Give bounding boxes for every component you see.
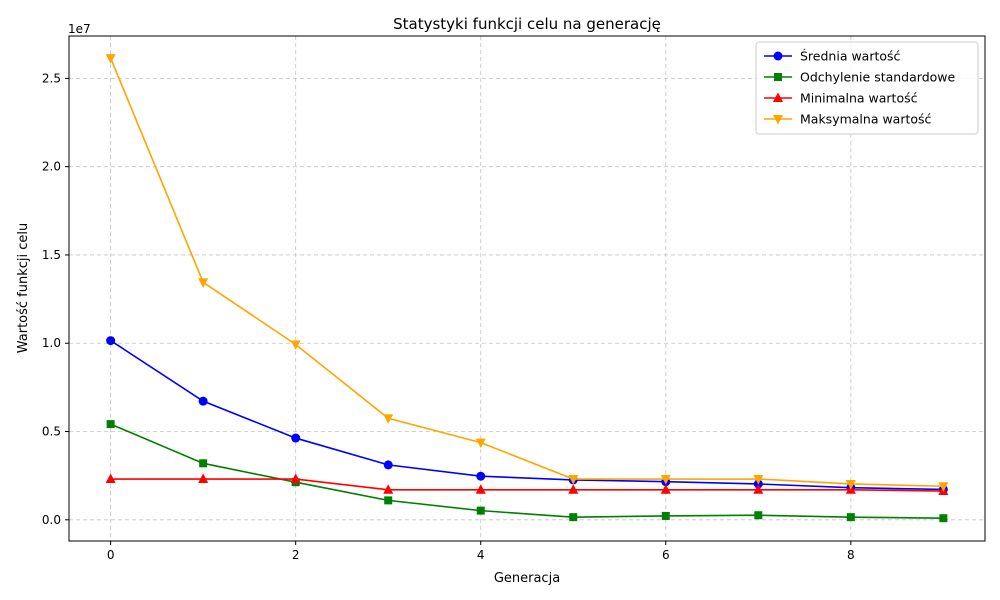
plot-frame (68, 35, 986, 542)
x-tick-label: 6 (662, 548, 670, 562)
chart-title: Statystyki funkcji celu na generację (393, 15, 661, 33)
data-point (384, 496, 393, 505)
series-1 (106, 336, 948, 494)
data-point (106, 420, 115, 429)
data-point (753, 475, 764, 485)
data-point (568, 484, 579, 494)
series-line (110, 423, 944, 520)
y-tick-label: 1.5 (42, 248, 61, 262)
series-layer (105, 54, 949, 523)
legend-label: Odchylenie standardowe (800, 70, 956, 85)
data-point (661, 511, 670, 520)
data-point (846, 513, 855, 522)
data-point (383, 484, 394, 494)
x-tick-label: 8 (847, 548, 855, 562)
legend-marker (773, 92, 783, 102)
data-point (568, 475, 579, 485)
legend-marker (773, 115, 783, 125)
data-point (198, 396, 208, 406)
series-3 (105, 473, 949, 496)
data-point (105, 54, 116, 64)
x-tick-label: 2 (292, 548, 300, 562)
legend-entry: Minimalna wartość (764, 91, 918, 106)
data-point (753, 484, 764, 494)
series-line (110, 339, 944, 491)
legend-box (755, 41, 979, 135)
series-4 (105, 54, 949, 492)
data-point (569, 513, 578, 522)
data-point (198, 473, 209, 484)
legend-marker (774, 73, 782, 81)
data-point (383, 414, 394, 424)
data-point (105, 473, 116, 484)
data-point (660, 484, 671, 494)
x-tick-label: 0 (107, 548, 115, 562)
legend-entry: Średnia wartość (764, 49, 901, 64)
data-point (290, 473, 301, 484)
data-point (475, 438, 486, 449)
y-tick-label: 2.0 (42, 160, 61, 174)
series-line (110, 478, 944, 492)
data-point (754, 511, 763, 520)
legend-label: Maksymalna wartość (800, 112, 932, 127)
y-tick-label: 2.5 (42, 71, 61, 85)
legend-label: Minimalna wartość (800, 91, 918, 106)
data-point (291, 433, 301, 443)
data-point (476, 506, 485, 515)
y-tick-label: 0.5 (42, 425, 61, 439)
y-axis-ticks: 0.0 0.5 1.0 1.5 2.0 2.5 (42, 71, 69, 527)
x-axis-label: Generacja (494, 571, 560, 586)
y-tick-label: 0.0 (42, 513, 61, 527)
legend-entry: Odchylenie standardowe (764, 70, 956, 85)
data-point (845, 479, 856, 490)
legend-entry: Maksymalna wartość (764, 112, 932, 127)
legend: Średnia wartość Odchylenie standardowe Min… (755, 41, 979, 135)
y-tick-label: 1.0 (42, 336, 61, 350)
data-point (290, 340, 301, 350)
data-point (475, 484, 486, 494)
data-point (938, 482, 949, 492)
legend-label: Średnia wartość (800, 49, 901, 64)
data-point (383, 460, 393, 470)
y-axis-label: Wartość funkcji celu (16, 223, 31, 354)
data-point (199, 459, 208, 468)
y-offset-label: 1e7 (68, 22, 91, 36)
data-point (660, 475, 671, 485)
x-tick-label: 4 (477, 548, 485, 562)
series-2 (106, 420, 948, 523)
data-point (106, 336, 116, 346)
x-axis-ticks: 0 2 4 6 8 (107, 541, 855, 562)
legend-marker (773, 51, 783, 61)
series-line (109, 57, 944, 488)
data-point (939, 514, 948, 523)
data-point (476, 471, 486, 481)
data-point (198, 278, 209, 288)
